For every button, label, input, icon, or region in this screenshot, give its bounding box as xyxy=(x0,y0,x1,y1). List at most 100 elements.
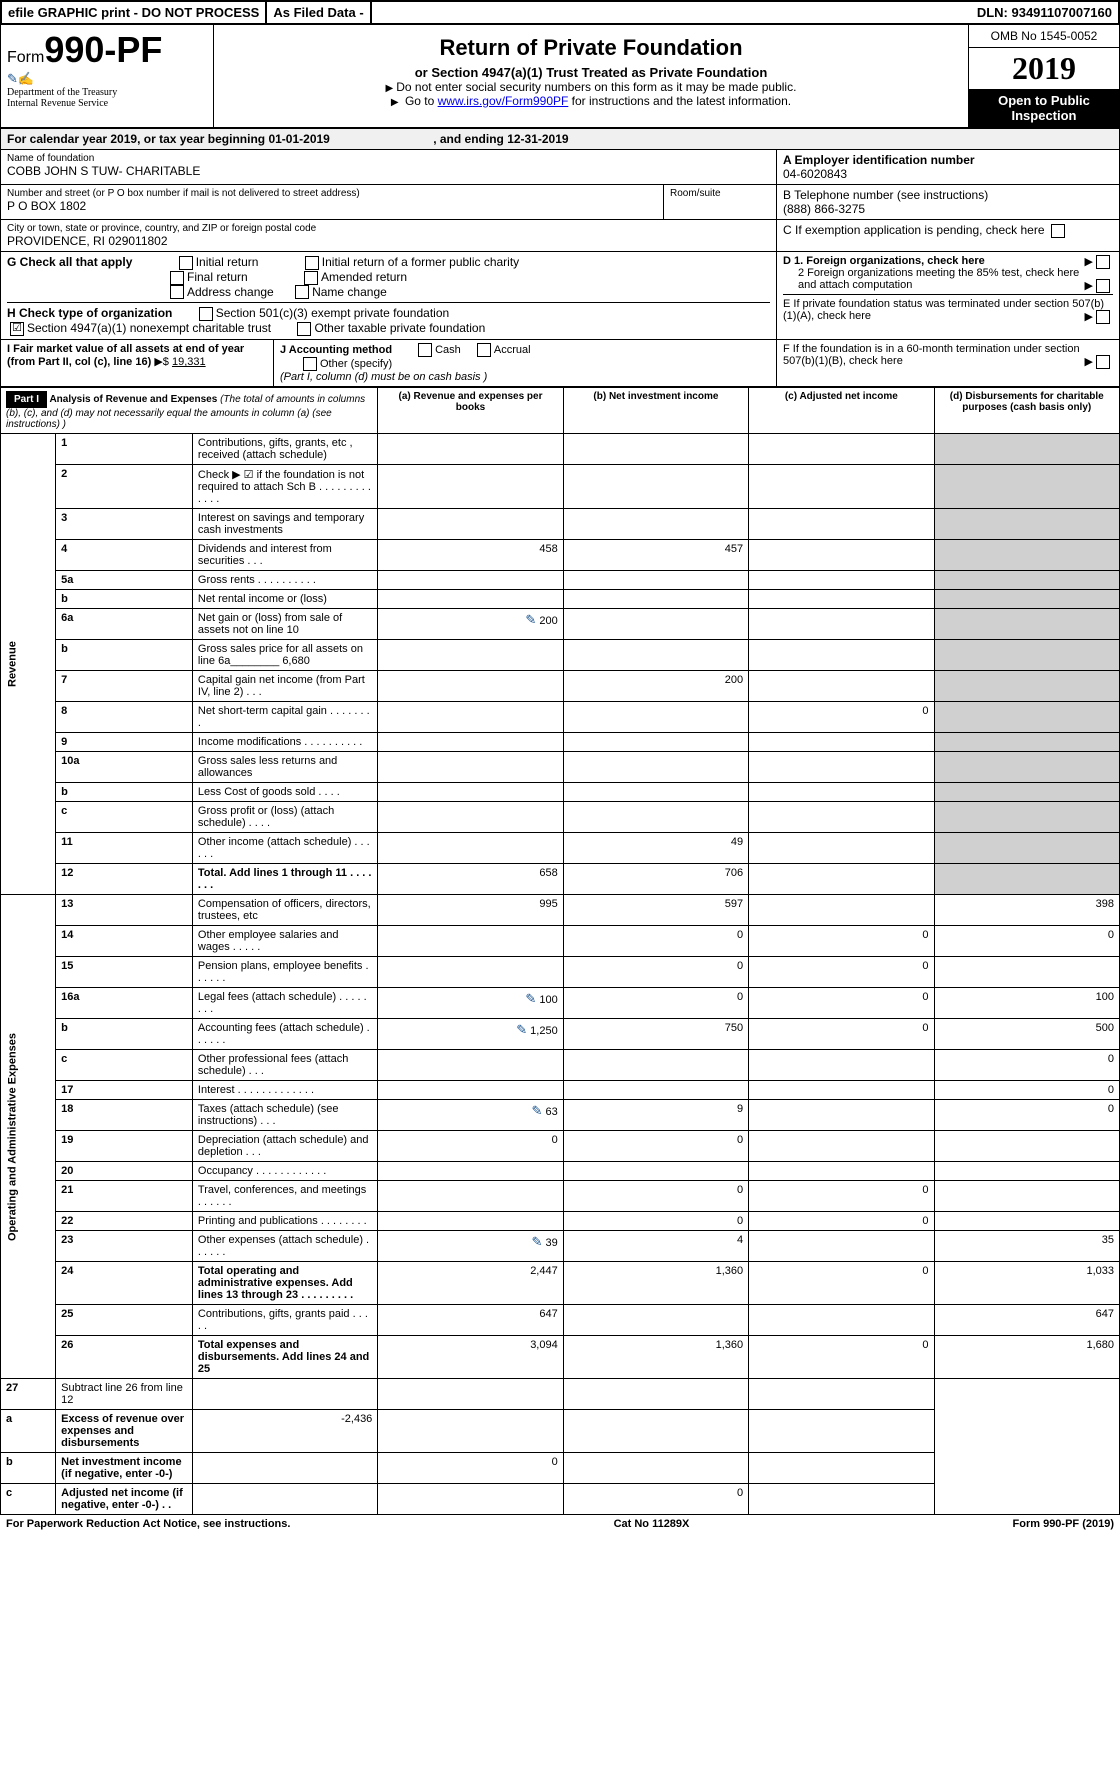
cell-value xyxy=(378,1162,563,1181)
ein-label: A Employer identification number xyxy=(783,153,1113,167)
line-description: Travel, conferences, and meetings . . . … xyxy=(192,1181,377,1212)
line-description: Interest . . . . . . . . . . . . . xyxy=(192,1081,377,1100)
line-number: c xyxy=(1,1484,56,1515)
line-number: b xyxy=(56,1019,193,1050)
line-number: 7 xyxy=(56,671,193,702)
address-change-checkbox[interactable] xyxy=(170,285,184,299)
cell-value: 457 xyxy=(563,540,748,571)
line-number: b xyxy=(1,1453,56,1484)
cell-value: 500 xyxy=(934,1019,1119,1050)
line-description: Net rental income or (loss) xyxy=(192,590,377,609)
page-footer: For Paperwork Reduction Act Notice, see … xyxy=(0,1515,1120,1533)
cell-value: 750 xyxy=(563,1019,748,1050)
cell-value xyxy=(378,1081,563,1100)
line-number: 10a xyxy=(56,752,193,783)
tax-year: 2019 xyxy=(969,48,1119,89)
line-description: Other professional fees (attach schedule… xyxy=(192,1050,377,1081)
line-number: 5a xyxy=(56,571,193,590)
dept-treasury: Department of the Treasury xyxy=(7,87,207,98)
line-number: 27 xyxy=(1,1379,56,1410)
cell-value xyxy=(563,1162,748,1181)
cell-value xyxy=(749,465,934,509)
final-return-checkbox[interactable] xyxy=(170,271,184,285)
cell-value xyxy=(934,1162,1119,1181)
cell-value xyxy=(749,895,934,926)
cell-value xyxy=(934,1181,1119,1212)
4947-checkbox[interactable]: ☑ xyxy=(10,322,24,336)
cell-value xyxy=(749,1081,934,1100)
g-section: G Check all that apply Initial return In… xyxy=(7,255,770,270)
cell-value: 0 xyxy=(749,1019,934,1050)
cell-value: 4 xyxy=(563,1231,748,1262)
form-number: Form990-PF xyxy=(7,29,207,71)
cell-value: 597 xyxy=(563,895,748,926)
line-number: 13 xyxy=(56,895,193,926)
cell-value xyxy=(378,802,563,833)
cell-value: 100 xyxy=(934,988,1119,1019)
e-checkbox[interactable] xyxy=(1096,310,1110,324)
501c3-checkbox[interactable] xyxy=(199,307,213,321)
cell-value: 0 xyxy=(749,1212,934,1231)
cell-value xyxy=(378,1410,563,1453)
cash-checkbox[interactable] xyxy=(418,343,432,357)
cell-value xyxy=(749,540,934,571)
cell-value xyxy=(749,833,934,864)
cell-value: 0 xyxy=(749,926,934,957)
f-checkbox[interactable] xyxy=(1096,355,1110,369)
cell-value: 0 xyxy=(563,926,748,957)
cell-value xyxy=(934,1212,1119,1231)
name-change-checkbox[interactable] xyxy=(295,285,309,299)
line-number: 21 xyxy=(56,1181,193,1212)
cell-value xyxy=(934,783,1119,802)
cell-value xyxy=(378,465,563,509)
other-method-checkbox[interactable] xyxy=(303,357,317,371)
line-description: Gross sales less returns and allowances xyxy=(192,752,377,783)
cell-value xyxy=(563,465,748,509)
line-number: 24 xyxy=(56,1262,193,1305)
irs-link[interactable]: www.irs.gov/Form990PF xyxy=(438,94,569,108)
cell-value xyxy=(749,1453,934,1484)
cell-value: 49 xyxy=(563,833,748,864)
signature-icon: ✎✍ xyxy=(7,71,34,86)
cell-value xyxy=(749,1100,934,1131)
d1-checkbox[interactable] xyxy=(1096,255,1110,269)
col-b-header: (b) Net investment income xyxy=(563,388,748,434)
line-description: Net gain or (loss) from sale of assets n… xyxy=(192,609,377,640)
c-checkbox[interactable] xyxy=(1051,224,1065,238)
line-number: 3 xyxy=(56,509,193,540)
cell-value: 995 xyxy=(378,895,563,926)
cell-value xyxy=(378,783,563,802)
cell-value: ✎ 63 xyxy=(378,1100,563,1131)
cell-value: 706 xyxy=(563,864,748,895)
instructions-link: Go to www.irs.gov/Form990PF for instruct… xyxy=(220,94,962,108)
cell-value xyxy=(563,802,748,833)
cell-value xyxy=(378,590,563,609)
cell-value xyxy=(749,1379,934,1410)
initial-return-checkbox[interactable] xyxy=(179,256,193,270)
d2-checkbox[interactable] xyxy=(1096,279,1110,293)
line-description: Total expenses and disbursements. Add li… xyxy=(192,1336,377,1379)
cell-value: 0 xyxy=(563,957,748,988)
accrual-checkbox[interactable] xyxy=(477,343,491,357)
other-taxable-checkbox[interactable] xyxy=(297,322,311,336)
cell-value: 0 xyxy=(749,1336,934,1379)
cell-value: 0 xyxy=(749,1181,934,1212)
line-description: Legal fees (attach schedule) . . . . . .… xyxy=(192,988,377,1019)
phone: (888) 866-3275 xyxy=(783,202,1113,216)
cell-value xyxy=(378,1212,563,1231)
line-description: Net short-term capital gain . . . . . . … xyxy=(192,702,377,733)
cell-value xyxy=(749,1162,934,1181)
cell-value xyxy=(749,1484,934,1515)
cell-value: 0 xyxy=(378,1453,563,1484)
paperwork-notice: For Paperwork Reduction Act Notice, see … xyxy=(6,1518,290,1530)
i-label: I Fair market value of all assets at end… xyxy=(7,343,244,368)
line-number: 9 xyxy=(56,733,193,752)
former-charity-checkbox[interactable] xyxy=(305,256,319,270)
cell-value: 458 xyxy=(378,540,563,571)
city: PROVIDENCE, RI 029011802 xyxy=(7,234,770,248)
cell-value xyxy=(749,752,934,783)
line-description: Dividends and interest from securities .… xyxy=(192,540,377,571)
amended-checkbox[interactable] xyxy=(304,271,318,285)
cell-value xyxy=(563,1453,748,1484)
line-number: a xyxy=(1,1410,56,1453)
